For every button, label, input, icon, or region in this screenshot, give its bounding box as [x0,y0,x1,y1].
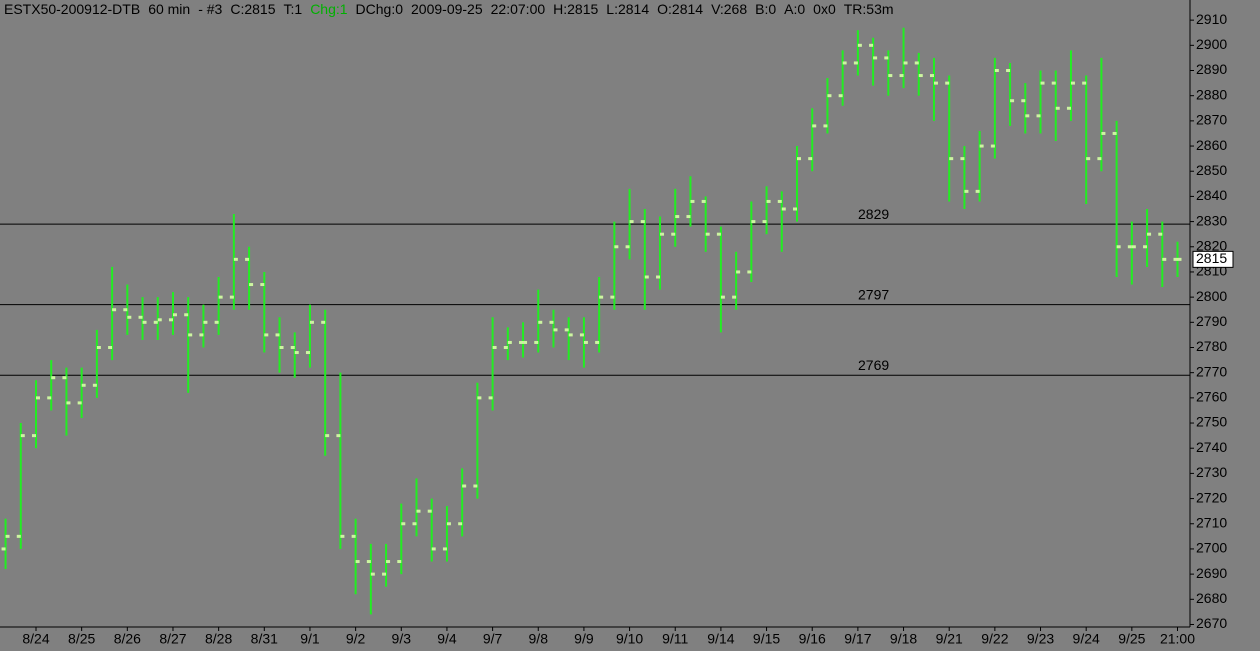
y-tick-label: 2890 [1196,61,1227,77]
header-item: L:2814 [606,1,650,17]
header-item: 22:07:00 [490,1,546,17]
y-tick-label: 2860 [1196,137,1227,153]
x-tick-label: 9/4 [437,631,457,647]
header-item: Chg:1 [310,1,348,17]
level-label: 2829 [858,206,889,222]
y-tick-label: 2700 [1196,540,1227,556]
x-tick-label: 8/24 [22,631,49,647]
y-tick-label: 2870 [1196,112,1227,128]
y-tick-label: 2780 [1196,338,1227,354]
x-tick-label: 9/21 [936,631,963,647]
x-tick-label: 9/3 [392,631,412,647]
header-item: TR:53m [843,1,894,17]
y-tick-label: 2680 [1196,590,1227,606]
y-tick-label: 2690 [1196,565,1227,581]
x-tick-label: 9/24 [1073,631,1100,647]
y-tick-label: 2840 [1196,187,1227,203]
header-item: 60 min [148,1,191,17]
y-tick-label: 2910 [1196,11,1227,27]
x-tick-label: 9/11 [662,631,688,647]
x-tick-label: 9/8 [529,631,549,647]
x-tick-label: 8/26 [114,631,141,647]
header-item: ESTX50-200912-DTB [4,1,141,17]
x-tick-label: 9/14 [707,631,734,647]
y-tick-label: 2830 [1196,212,1227,228]
x-tick-label: 9/16 [799,631,826,647]
x-tick-label: 9/10 [616,631,643,647]
x-tick-label: 9/23 [1027,631,1054,647]
y-tick-label: 2770 [1196,363,1227,379]
x-tick-label: 9/2 [346,631,366,647]
header: ESTX50-200912-DTB 60 min - #3 C:2815 T:1 Chg:… [4,1,902,17]
x-tick-label: 9/15 [753,631,780,647]
x-tick-label: 8/28 [205,631,232,647]
x-tick-label: 9/9 [574,631,594,647]
x-tick-label: 8/31 [251,631,278,647]
x-tick-label: 9/17 [844,631,871,647]
y-tick-label: 2900 [1196,36,1227,52]
x-tick-label: 9/7 [483,631,503,647]
header-item: 2009-09-25 [411,1,483,17]
x-tick-label: 9/22 [981,631,1008,647]
y-tick-label: 2790 [1196,313,1227,329]
header-item: - #3 [198,1,223,17]
y-tick-label: 2760 [1196,389,1227,405]
last-price-box [1192,250,1234,268]
header-item: A:0 [784,1,806,17]
x-tick-label: 8/25 [68,631,95,647]
level-label: 2769 [858,357,889,373]
y-tick-label: 2850 [1196,162,1227,178]
x-tick-label: 9/18 [890,631,917,647]
y-tick-label: 2670 [1196,615,1227,631]
header-item: B:0 [755,1,777,17]
x-tick-label: 9/25 [1118,631,1145,647]
header-item: V:268 [711,1,748,17]
y-tick-label: 2720 [1196,489,1227,505]
header-item: 0x0 [813,1,836,17]
x-tick-label: 9/1 [300,631,320,647]
y-tick-label: 2710 [1196,514,1227,530]
y-tick-label: 2750 [1196,414,1227,430]
header-item: DChg:0 [355,1,404,17]
y-tick-label: 2740 [1196,439,1227,455]
header-item: O:2814 [657,1,704,17]
y-tick-label: 2880 [1196,86,1227,102]
header-item: C:2815 [230,1,276,17]
level-label: 2797 [858,286,889,302]
y-tick-label: 2820 [1196,237,1227,253]
last-price-label: 2815 [1196,250,1227,266]
y-tick-label: 2730 [1196,464,1227,480]
x-tick-label: 8/27 [159,631,186,647]
header-item: H:2815 [553,1,599,17]
y-tick-label: 2800 [1196,288,1227,304]
header-item: T:1 [283,1,303,17]
x-tick-label: 21:00 [1160,631,1195,647]
